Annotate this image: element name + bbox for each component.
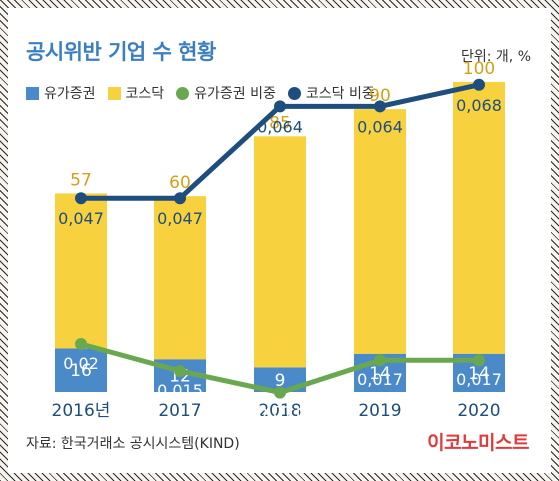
- bar-kosdaq-1: [154, 196, 206, 360]
- kosdaq-ratio-label-0: 0,047: [58, 209, 104, 228]
- label-kosdaq-3: 90: [369, 86, 391, 106]
- kospi-ratio-label-0: 0,02: [63, 354, 99, 373]
- chart-title: 공시위반 기업 수 현황: [26, 40, 216, 64]
- legend-item-kosdaq-ratio: 코스닥 비중: [287, 83, 375, 103]
- kospi-ratio-point-3: [374, 354, 386, 367]
- label-kospi-2: 9: [275, 371, 286, 391]
- kosdaq-ratio-point-3: [374, 100, 386, 113]
- legend-item-kospi: 유가증권: [26, 83, 96, 103]
- kospi-ratio-label-4: 0,017: [456, 370, 502, 389]
- legend-swatch-kospi-ratio: [176, 86, 190, 100]
- kosdaq-ratio-point-1: [174, 192, 186, 205]
- kospi-ratio-label-1: 0,015: [157, 381, 203, 400]
- x-tick-label-3: 2019: [358, 401, 401, 421]
- bar-kosdaq-4: [453, 81, 505, 354]
- kospi-ratio-label-2: 0,011: [257, 403, 303, 422]
- x-tick-label-0: 2016년: [52, 401, 111, 421]
- x-tick-label-4: 2020: [457, 401, 500, 421]
- kosdaq-ratio-point-4: [473, 78, 485, 91]
- label-kospi-0: 16: [70, 361, 92, 381]
- label-kosdaq-0: 57: [70, 170, 92, 190]
- kosdaq-ratio-point-0: [75, 192, 87, 205]
- legend-label-kospi-ratio: 유가증권 비중: [194, 86, 276, 102]
- legend-swatch-kospi: [26, 86, 39, 100]
- legend-swatch-kosdaq-ratio: [287, 86, 301, 100]
- label-kosdaq-4: 100: [463, 59, 495, 79]
- legend-swatch-kosdaq: [107, 86, 121, 100]
- publisher-logo: 이코노미스트: [427, 432, 529, 454]
- kosdaq-ratio-label-4: 0,068: [456, 96, 502, 115]
- legend-label-kospi: 유가증권: [44, 86, 96, 102]
- legend: 유가증권 코스닥 유가증권 비중 코스닥 비중: [26, 83, 387, 103]
- kospi-ratio-point-0: [75, 338, 87, 350]
- label-kospi-3: 14: [369, 364, 391, 384]
- kosdaq-ratio-point-2: [274, 100, 286, 113]
- label-kospi-4: 14: [468, 364, 490, 384]
- legend-item-kosdaq: 코스닥: [107, 83, 165, 103]
- kospi-ratio-point-4: [473, 354, 485, 367]
- kosdaq-ratio-label-1: 0,047: [157, 209, 203, 228]
- bar-kospi-0: [55, 348, 107, 392]
- kospi-ratio-point-2: [274, 386, 286, 399]
- legend-label-kosdaq: 코스닥: [125, 86, 165, 102]
- source-note: 자료: 한국거래소 공시시스템(KIND): [26, 436, 240, 452]
- label-kosdaq-2: 85: [269, 113, 291, 133]
- kosdaq-ratio-label-2: 0,064: [257, 117, 303, 136]
- legend-item-kospi-ratio: 유가증권 비중: [176, 83, 276, 103]
- label-kosdaq-1: 60: [169, 173, 191, 193]
- kosdaq-ratio-label-3: 0,064: [357, 117, 403, 136]
- legend-label-kosdaq-ratio: 코스닥 비중: [305, 86, 375, 102]
- kospi-ratio-point-1: [174, 365, 186, 377]
- bar-kosdaq-3: [354, 109, 406, 354]
- bar-kosdaq-0: [55, 193, 107, 349]
- bar-kosdaq-2: [254, 136, 306, 368]
- unit-label: 단위: 개, %: [460, 49, 531, 65]
- kospi-ratio-label-3: 0,017: [357, 370, 403, 389]
- x-tick-label-1: 2017: [158, 401, 201, 421]
- x-tick-label-2: 2018: [258, 401, 301, 421]
